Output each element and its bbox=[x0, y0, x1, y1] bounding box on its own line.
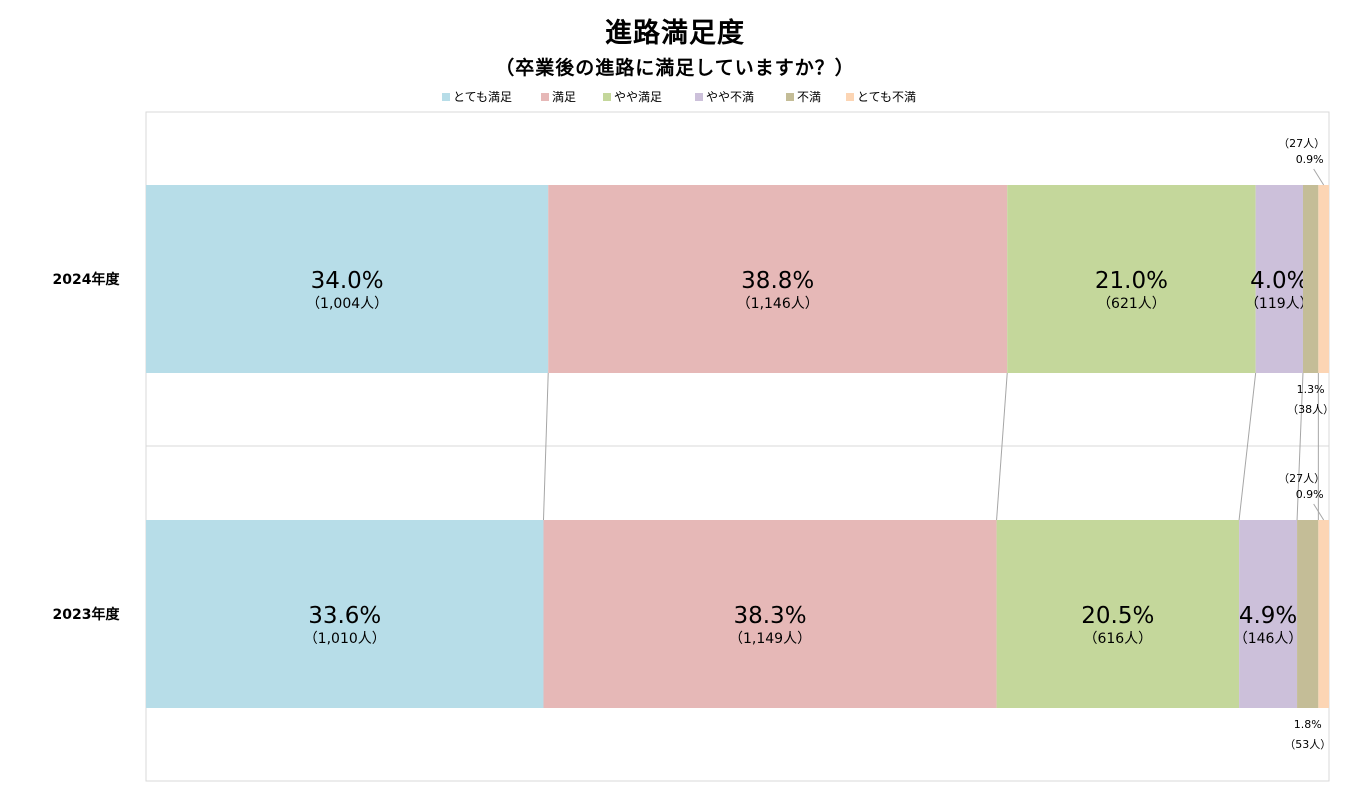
count-label: （119人） bbox=[1245, 296, 1314, 312]
bar-segment bbox=[146, 520, 544, 708]
count-label: （1,010人） bbox=[304, 631, 386, 647]
series-line bbox=[542, 372, 549, 521]
bar-segment bbox=[1007, 185, 1256, 373]
chart-title: 進路満足度 bbox=[605, 17, 745, 49]
bar-segment bbox=[1297, 520, 1319, 708]
bar-segment bbox=[1239, 520, 1298, 708]
bar-segment bbox=[1318, 520, 1329, 708]
series-line bbox=[1238, 372, 1257, 521]
legend-label: 不満 bbox=[797, 90, 821, 104]
series-line bbox=[996, 372, 1008, 521]
series-line bbox=[1296, 372, 1304, 521]
legend-swatch bbox=[846, 93, 854, 101]
legend-label: 満足 bbox=[552, 90, 576, 104]
legend-swatch bbox=[786, 93, 794, 101]
row-label: 2024年度 bbox=[53, 271, 121, 288]
count-label: （1,149人） bbox=[729, 631, 811, 647]
bar-segment bbox=[1302, 185, 1319, 373]
count-label: （1,146人） bbox=[737, 296, 819, 312]
leader-line bbox=[1313, 168, 1325, 186]
plot-area: 2024年度 34.0% （1,004人） 38.8% （1,146人） 21.0% （62… bbox=[53, 111, 1334, 782]
legend-label: やや満足 bbox=[614, 90, 662, 104]
leader-line bbox=[1313, 503, 1325, 521]
legend-label: とても満足 bbox=[453, 90, 512, 104]
legend-swatch bbox=[603, 93, 611, 101]
pct-label: 1.8% bbox=[1294, 718, 1322, 731]
pct-label: 38.3% bbox=[733, 603, 806, 629]
legend-label: とても不満 bbox=[857, 90, 916, 104]
pct-label: 4.9% bbox=[1239, 603, 1297, 629]
count-label: （53人） bbox=[1284, 738, 1331, 751]
pct-label: 1.3% bbox=[1297, 383, 1325, 396]
pct-label: 33.6% bbox=[308, 603, 381, 629]
legend-label: やや不満 bbox=[706, 90, 754, 104]
bar-segment bbox=[1318, 185, 1329, 373]
bar-segment bbox=[1255, 185, 1303, 373]
bar-segment bbox=[543, 520, 997, 708]
bar-segment bbox=[996, 520, 1240, 708]
count-label: （146人） bbox=[1234, 631, 1303, 647]
pct-label: 38.8% bbox=[741, 268, 814, 294]
count-label: （38人） bbox=[1287, 403, 1334, 416]
pct-label: 20.5% bbox=[1081, 603, 1154, 629]
legend: とても満足 満足 やや満足 やや不満 不満 とても不満 bbox=[442, 90, 916, 104]
row-label: 2023年度 bbox=[53, 606, 121, 623]
count-label: （27人） bbox=[1278, 472, 1325, 485]
count-label: （27人） bbox=[1278, 137, 1325, 150]
pct-label: 21.0% bbox=[1095, 268, 1168, 294]
pct-label: 34.0% bbox=[311, 268, 384, 294]
pct-label: 0.9% bbox=[1296, 488, 1324, 501]
bar-segment bbox=[548, 185, 1008, 373]
chart-subtitle: （卒業後の進路に満足していますか？） bbox=[495, 56, 854, 79]
count-label: （616人） bbox=[1083, 631, 1152, 647]
count-label: （621人） bbox=[1097, 296, 1166, 312]
legend-swatch bbox=[541, 93, 549, 101]
bar-segment bbox=[146, 185, 549, 373]
pct-label: 4.0% bbox=[1250, 268, 1308, 294]
legend-swatch bbox=[442, 93, 450, 101]
pct-label: 0.9% bbox=[1296, 153, 1324, 166]
count-label: （1,004人） bbox=[306, 296, 388, 312]
legend-swatch bbox=[695, 93, 703, 101]
